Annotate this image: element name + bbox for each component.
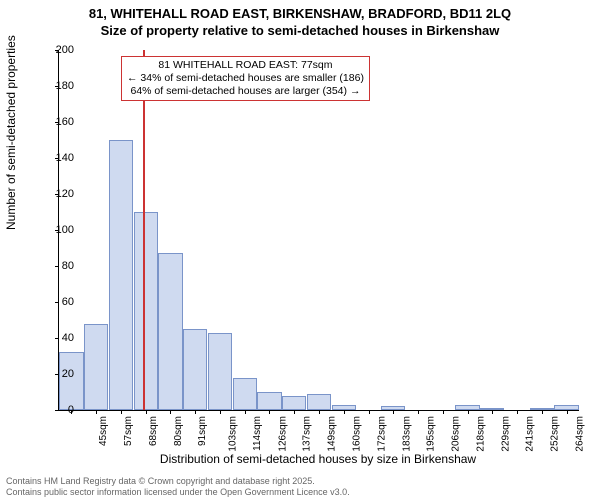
ytick-label: 0 [44, 404, 74, 416]
histogram-bar [84, 324, 108, 410]
xtick-label: 91sqm [197, 416, 208, 446]
xtick-label: 252sqm [550, 416, 561, 452]
xtick-mark [517, 410, 518, 414]
xtick-label: 183sqm [401, 416, 412, 452]
xtick-label: 218sqm [475, 416, 486, 452]
page-title: 81, WHITEHALL ROAD EAST, BIRKENSHAW, BRA… [0, 0, 600, 23]
xtick-mark [369, 410, 370, 414]
ytick-label: 80 [44, 260, 74, 272]
xtick-mark [567, 410, 568, 414]
xtick-label: 137sqm [302, 416, 313, 452]
xtick-label: 206sqm [451, 416, 462, 452]
xtick-mark [344, 410, 345, 414]
footer-attribution: Contains HM Land Registry data © Crown c… [6, 476, 350, 498]
chart-container: 81, WHITEHALL ROAD EAST, BIRKENSHAW, BRA… [0, 0, 600, 500]
xtick-label: 114sqm [252, 416, 263, 451]
annotation-line: 64% of semi-detached houses are larger (… [127, 85, 364, 98]
xtick-label: 57sqm [123, 416, 134, 446]
ytick-label: 140 [44, 152, 74, 164]
xtick-mark [294, 410, 295, 414]
xtick-label: 264sqm [574, 416, 585, 452]
ytick-label: 40 [44, 332, 74, 344]
histogram-bar [257, 392, 281, 410]
ytick-label: 120 [44, 188, 74, 200]
plot-region: 45sqm57sqm68sqm80sqm91sqm103sqm114sqm126… [58, 50, 579, 411]
ytick-label: 160 [44, 116, 74, 128]
annotation-box: 81 WHITEHALL ROAD EAST: 77sqm← 34% of se… [121, 56, 370, 101]
histogram-bar [183, 329, 207, 410]
xtick-label: 126sqm [277, 416, 288, 452]
annotation-line: 81 WHITEHALL ROAD EAST: 77sqm [127, 59, 364, 72]
xtick-mark [220, 410, 221, 414]
xtick-label: 80sqm [173, 416, 184, 446]
xtick-mark [269, 410, 270, 414]
xtick-mark [146, 410, 147, 414]
x-axis-label: Distribution of semi-detached houses by … [58, 452, 578, 466]
page-subtitle: Size of property relative to semi-detach… [0, 23, 600, 38]
histogram-bar [282, 396, 306, 410]
xtick-label: 68sqm [148, 416, 159, 446]
xtick-label: 229sqm [500, 416, 511, 452]
histogram-bar [158, 253, 182, 410]
chart-area: 45sqm57sqm68sqm80sqm91sqm103sqm114sqm126… [58, 50, 578, 410]
ytick-label: 20 [44, 368, 74, 380]
y-axis-label: Number of semi-detached properties [4, 35, 18, 230]
xtick-mark [542, 410, 543, 414]
xtick-label: 172sqm [376, 416, 387, 452]
xtick-mark [121, 410, 122, 414]
xtick-label: 103sqm [228, 416, 239, 452]
annotation-line: ← 34% of semi-detached houses are smalle… [127, 72, 364, 85]
ytick-label: 180 [44, 80, 74, 92]
xtick-label: 160sqm [352, 416, 363, 452]
histogram-bar [109, 140, 133, 410]
ytick-label: 60 [44, 296, 74, 308]
xtick-mark [245, 410, 246, 414]
histogram-bar [208, 333, 232, 410]
xtick-label: 149sqm [327, 416, 338, 452]
xtick-label: 241sqm [525, 416, 536, 452]
property-marker-line [143, 50, 145, 410]
xtick-mark [393, 410, 394, 414]
footer-line-1: Contains HM Land Registry data © Crown c… [6, 476, 350, 487]
xtick-mark [170, 410, 171, 414]
xtick-mark [468, 410, 469, 414]
footer-line-2: Contains public sector information licen… [6, 487, 350, 498]
xtick-mark [492, 410, 493, 414]
ytick-label: 100 [44, 224, 74, 236]
xtick-mark [443, 410, 444, 414]
histogram-bar [134, 212, 158, 410]
xtick-label: 195sqm [426, 416, 437, 452]
xtick-label: 45sqm [98, 416, 109, 446]
histogram-bar [233, 378, 257, 410]
xtick-mark [418, 410, 419, 414]
histogram-bar [307, 394, 331, 410]
xtick-mark [319, 410, 320, 414]
xtick-mark [96, 410, 97, 414]
xtick-mark [195, 410, 196, 414]
ytick-label: 200 [44, 44, 74, 56]
histogram-bar [59, 352, 83, 410]
